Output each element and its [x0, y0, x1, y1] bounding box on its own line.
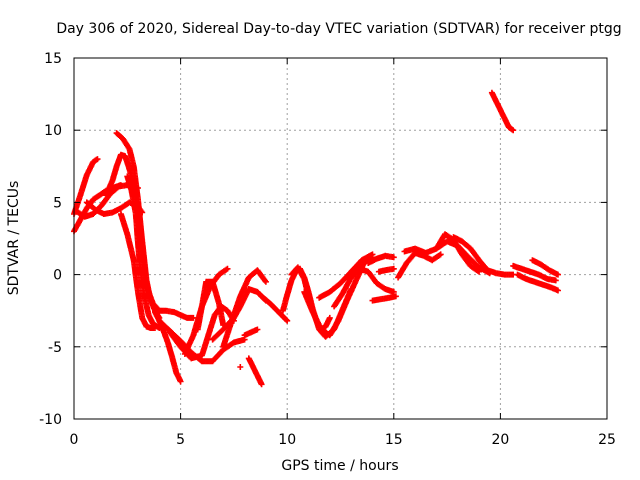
- data-point: [139, 209, 146, 216]
- series-arc-30: [433, 231, 483, 275]
- series-arc-33: [510, 262, 559, 284]
- series-arc-19: [258, 293, 291, 324]
- x-tick-label: 25: [598, 432, 616, 448]
- data-point: [437, 251, 444, 258]
- series-arc-13: [194, 278, 227, 333]
- series-arc-28: [395, 249, 444, 281]
- x-tick-label: 20: [491, 432, 509, 448]
- data-point: [555, 271, 561, 278]
- series-arc-35: [529, 257, 561, 278]
- data-point: [510, 127, 517, 134]
- x-axis-label: GPS time / hours: [281, 458, 398, 474]
- series-arc-34: [514, 271, 561, 294]
- series-arc-15: [220, 267, 269, 350]
- series-arc-29: [401, 238, 493, 277]
- y-axis-label: SDTVAR / TECUs: [6, 181, 22, 296]
- data-point: [392, 293, 399, 300]
- series-arc-31: [450, 234, 517, 278]
- y-tick-label: 0: [53, 268, 62, 284]
- series-arc-25: [365, 252, 397, 266]
- data-points: [71, 89, 561, 388]
- x-tick-label: 0: [70, 432, 79, 448]
- series-arc-16: [241, 326, 261, 339]
- series-arc-8: [117, 211, 158, 331]
- data-point: [190, 314, 197, 321]
- plot-frame: [73, 57, 608, 420]
- series-arc-17: [245, 355, 265, 388]
- series-arc-7: [83, 199, 146, 217]
- data-point: [224, 265, 231, 272]
- data-point: [476, 268, 483, 275]
- data-point: [254, 326, 261, 333]
- data-point: [258, 381, 265, 388]
- data-point: [369, 251, 376, 258]
- data-point: [283, 316, 290, 323]
- y-tick-label: -5: [48, 340, 62, 356]
- data-point: [555, 287, 561, 294]
- series-arc-24: [331, 265, 397, 310]
- data-point: [284, 317, 291, 324]
- y-tick-label: 5: [53, 195, 62, 211]
- data-point: [552, 277, 559, 284]
- series-arc-23: [316, 251, 376, 301]
- data-point: [262, 277, 268, 284]
- grid: [74, 58, 607, 419]
- x-tick-label: 15: [385, 432, 403, 448]
- data-point: [152, 325, 158, 331]
- x-tick-label: 5: [176, 432, 185, 448]
- data-point: [94, 156, 101, 163]
- data-point: [262, 278, 269, 285]
- data-point: [390, 254, 397, 261]
- series-arc-26: [369, 293, 399, 304]
- y-tick-label: 10: [44, 123, 62, 139]
- data-point: [390, 265, 397, 272]
- y-tick-label: -10: [39, 412, 62, 428]
- data-point: [177, 378, 184, 385]
- chart-title: Day 306 of 2020, Sidereal Day-to-day VTE…: [56, 21, 621, 37]
- data-point: [326, 314, 333, 321]
- series-arc-27: [375, 265, 397, 275]
- series-arc-18: [237, 364, 244, 370]
- y-tick-label: 15: [44, 51, 62, 67]
- axis-ticks: 0 5 10 15 20 25 -10 -5 0 5 10 15: [39, 51, 616, 448]
- x-tick-label: 10: [278, 432, 296, 448]
- data-point: [237, 364, 244, 370]
- series-arc-32: [488, 89, 517, 134]
